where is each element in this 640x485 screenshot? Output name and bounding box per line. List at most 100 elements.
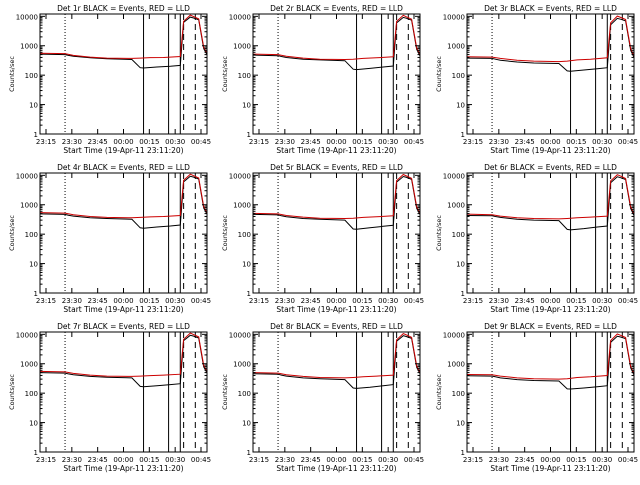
x-axis-label: Start Time (19-Apr-11 23:11:20) <box>490 305 610 314</box>
x-tick-label: 00:00 <box>540 297 560 305</box>
series-line-lld <box>466 15 635 63</box>
y-axis-label: Counts/sec <box>221 56 229 92</box>
y-tick-label: 1000 <box>20 361 38 369</box>
x-tick-label: 00:30 <box>165 456 185 464</box>
y-tick-label: 1000 <box>447 361 465 369</box>
x-tick-label: 00:45 <box>404 297 424 305</box>
y-tick-label: 10000 <box>443 13 465 21</box>
x-tick-label: 00:30 <box>592 297 612 305</box>
y-tick-label: 100 <box>25 390 38 398</box>
y-tick-label: 1000 <box>447 43 465 51</box>
x-tick-label: 23:45 <box>301 297 321 305</box>
y-tick-label: 10 <box>242 261 251 269</box>
x-tick-label: 00:45 <box>618 297 638 305</box>
panel-title: Det 1r BLACK = Events, RED = LLD <box>57 4 190 13</box>
x-tick-label: 23:15 <box>463 138 483 146</box>
y-tick-label: 10000 <box>229 172 251 180</box>
x-tick-label: 00:00 <box>113 138 133 146</box>
y-tick-label: 100 <box>452 231 465 239</box>
series-line-events <box>466 176 635 231</box>
detector-panel-7: 1 10 100 1000 10000 23:15 23:30 23:45 00:00 00:15… <box>8 322 211 473</box>
y-tick-label: 100 <box>452 72 465 80</box>
x-tick-label: 00:45 <box>404 456 424 464</box>
panel-title: Det 4r BLACK = Events, RED = LLD <box>57 163 190 172</box>
detector-panel-6: 1 10 100 1000 10000 23:15 23:30 23:45 00:00 00:15… <box>435 163 638 314</box>
series-line-lld <box>252 333 421 379</box>
x-tick-label: 23:45 <box>515 138 535 146</box>
y-tick-label: 10000 <box>443 331 465 339</box>
y-tick-label: 10000 <box>229 331 251 339</box>
series-line-lld <box>466 333 635 380</box>
detector-panel-4: 1 10 100 1000 10000 23:15 23:30 23:45 00:00 00:15… <box>8 163 211 314</box>
y-tick-label: 10 <box>456 102 465 110</box>
x-tick-label: 00:30 <box>378 297 398 305</box>
series-line-lld <box>39 332 208 377</box>
x-axis-label: Start Time (19-Apr-11 23:11:20) <box>63 146 183 155</box>
series-line-events <box>252 335 421 389</box>
panel-title: Det 9r BLACK = Events, RED = LLD <box>484 322 617 331</box>
x-tick-label: 00:30 <box>378 456 398 464</box>
series-line-events <box>252 16 421 71</box>
detector-panel-8: 1 10 100 1000 10000 23:15 23:30 23:45 00:00 00:15… <box>221 322 424 473</box>
y-axis-label: Counts/sec <box>221 374 229 410</box>
x-tick-label: 23:45 <box>88 138 108 146</box>
y-tick-label: 1000 <box>233 43 251 51</box>
detector-panel-3: 1 10 100 1000 10000 23:15 23:30 23:45 00:00 00:15… <box>435 4 638 155</box>
x-tick-label: 00:30 <box>592 456 612 464</box>
panel-title: Det 5r BLACK = Events, RED = LLD <box>270 163 403 172</box>
y-tick-label: 10 <box>29 420 38 428</box>
detector-panel-9: 1 10 100 1000 10000 23:15 23:30 23:45 00:00 00:15… <box>435 322 638 473</box>
x-tick-label: 00:00 <box>326 456 346 464</box>
y-tick-label: 1 <box>461 449 465 457</box>
series-line-events <box>466 335 635 390</box>
y-tick-label: 1 <box>247 290 251 298</box>
x-tick-label: 23:30 <box>62 456 82 464</box>
series-line-lld <box>39 173 208 219</box>
x-tick-label: 00:30 <box>165 297 185 305</box>
panel-title: Det 8r BLACK = Events, RED = LLD <box>270 322 403 331</box>
x-tick-label: 23:45 <box>515 297 535 305</box>
x-axis-label: Start Time (19-Apr-11 23:11:20) <box>490 146 610 155</box>
x-tick-label: 23:30 <box>275 138 295 146</box>
y-tick-label: 100 <box>238 72 251 80</box>
y-tick-label: 1 <box>34 131 38 139</box>
x-tick-label: 23:30 <box>62 297 82 305</box>
x-tick-label: 00:45 <box>618 456 638 464</box>
x-tick-label: 00:45 <box>191 297 211 305</box>
y-tick-label: 1 <box>247 131 251 139</box>
y-tick-label: 10 <box>456 420 465 428</box>
x-tick-label: 23:15 <box>249 297 269 305</box>
detector-panel-2: 1 10 100 1000 10000 23:15 23:30 23:45 00:00 00:15… <box>221 4 424 155</box>
y-tick-label: 100 <box>452 390 465 398</box>
y-tick-label: 1000 <box>233 202 251 210</box>
x-axis-label: Start Time (19-Apr-11 23:11:20) <box>490 464 610 473</box>
x-tick-label: 00:15 <box>139 297 159 305</box>
y-tick-label: 100 <box>238 231 251 239</box>
x-tick-label: 00:00 <box>540 456 560 464</box>
x-tick-label: 23:30 <box>62 138 82 146</box>
x-tick-label: 23:45 <box>515 456 535 464</box>
x-tick-label: 00:15 <box>566 297 586 305</box>
series-line-lld <box>252 14 421 61</box>
x-tick-label: 00:30 <box>592 138 612 146</box>
y-tick-label: 100 <box>25 72 38 80</box>
panel-title: Det 6r BLACK = Events, RED = LLD <box>484 163 617 172</box>
x-tick-label: 23:30 <box>275 456 295 464</box>
detector-panel-5: 1 10 100 1000 10000 23:15 23:30 23:45 00:00 00:15… <box>221 163 424 314</box>
x-tick-label: 23:15 <box>463 456 483 464</box>
y-tick-label: 10 <box>456 261 465 269</box>
x-tick-label: 23:15 <box>463 297 483 305</box>
y-tick-label: 10000 <box>229 13 251 21</box>
x-axis-label: Start Time (19-Apr-11 23:11:20) <box>276 464 396 473</box>
series-line-events <box>252 175 421 230</box>
series-line-events <box>39 175 208 229</box>
x-tick-label: 00:45 <box>404 138 424 146</box>
y-tick-label: 10000 <box>16 331 38 339</box>
panel-title: Det 2r BLACK = Events, RED = LLD <box>270 4 403 13</box>
y-tick-label: 100 <box>238 390 251 398</box>
x-tick-label: 23:30 <box>489 297 509 305</box>
y-tick-label: 1 <box>461 131 465 139</box>
series-line-lld <box>466 174 635 220</box>
x-tick-label: 00:15 <box>352 297 372 305</box>
